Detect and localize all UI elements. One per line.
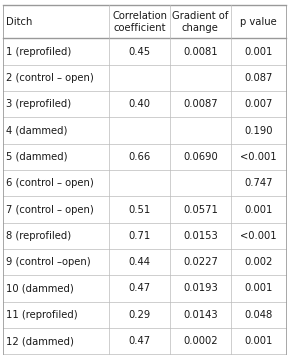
Text: 0.0081: 0.0081 <box>183 47 218 57</box>
Text: 1 (reprofiled): 1 (reprofiled) <box>6 47 72 57</box>
Text: 8 (reprofiled): 8 (reprofiled) <box>6 231 71 241</box>
Text: 0.002: 0.002 <box>244 257 273 267</box>
Text: 0.0193: 0.0193 <box>183 283 218 293</box>
Text: Correlation
coefficient: Correlation coefficient <box>112 11 167 33</box>
Text: 3 (reprofiled): 3 (reprofiled) <box>6 99 71 109</box>
Text: 0.190: 0.190 <box>244 126 273 136</box>
Text: 0.087: 0.087 <box>244 73 273 83</box>
Text: 0.048: 0.048 <box>244 310 273 320</box>
Text: 0.001: 0.001 <box>244 47 273 57</box>
Text: 0.66: 0.66 <box>128 152 151 162</box>
Text: 0.71: 0.71 <box>128 231 151 241</box>
Text: 0.51: 0.51 <box>128 204 151 215</box>
Text: 4 (dammed): 4 (dammed) <box>6 126 68 136</box>
Text: 0.29: 0.29 <box>128 310 151 320</box>
Text: <0.001: <0.001 <box>240 152 277 162</box>
Text: Ditch: Ditch <box>6 17 33 27</box>
Text: 5 (dammed): 5 (dammed) <box>6 152 68 162</box>
Text: 7 (control – open): 7 (control – open) <box>6 204 94 215</box>
Text: <0.001: <0.001 <box>240 231 277 241</box>
Text: 11 (reprofiled): 11 (reprofiled) <box>6 310 78 320</box>
Text: 0.0087: 0.0087 <box>183 99 218 109</box>
Text: 0.0153: 0.0153 <box>183 231 218 241</box>
Text: 0.40: 0.40 <box>129 99 151 109</box>
Text: 0.001: 0.001 <box>244 336 273 346</box>
Text: 0.44: 0.44 <box>129 257 151 267</box>
Text: p value: p value <box>240 17 277 27</box>
Text: 12 (dammed): 12 (dammed) <box>6 336 74 346</box>
Text: 6 (control – open): 6 (control – open) <box>6 178 94 188</box>
Text: 9 (control –open): 9 (control –open) <box>6 257 91 267</box>
Text: 0.747: 0.747 <box>244 178 273 188</box>
Text: 0.47: 0.47 <box>129 336 151 346</box>
Text: 0.0690: 0.0690 <box>183 152 218 162</box>
Text: 0.0143: 0.0143 <box>183 310 218 320</box>
Text: Gradient of
change: Gradient of change <box>172 11 229 33</box>
Text: 0.45: 0.45 <box>129 47 151 57</box>
Text: 0.001: 0.001 <box>244 283 273 293</box>
Text: 10 (dammed): 10 (dammed) <box>6 283 74 293</box>
Text: 0.0002: 0.0002 <box>183 336 218 346</box>
Text: 0.001: 0.001 <box>244 204 273 215</box>
Text: 2 (control – open): 2 (control – open) <box>6 73 94 83</box>
Text: 0.0571: 0.0571 <box>183 204 218 215</box>
Text: 0.47: 0.47 <box>129 283 151 293</box>
Text: 0.0227: 0.0227 <box>183 257 218 267</box>
Text: 0.007: 0.007 <box>244 99 273 109</box>
